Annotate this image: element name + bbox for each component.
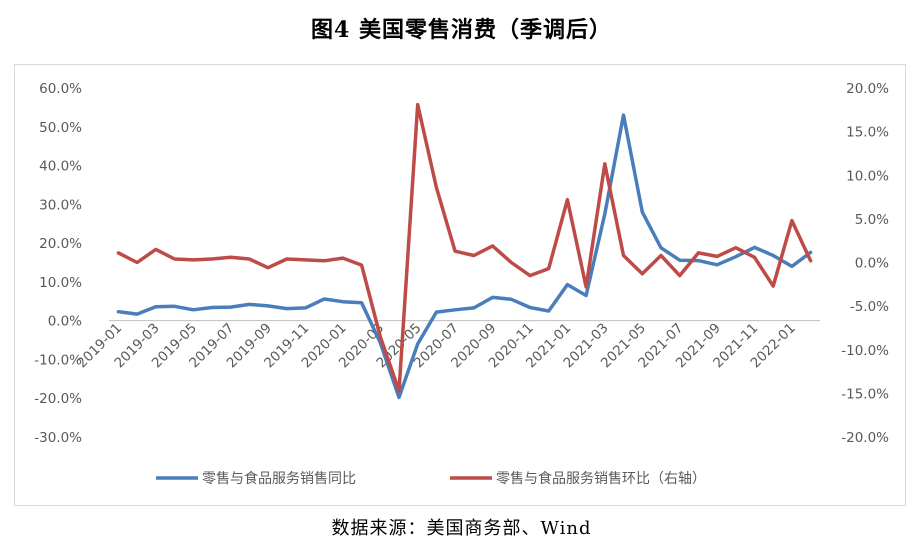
right-tick-label: -5.0% [850, 299, 889, 315]
left-tick-label: 40.0% [39, 159, 82, 175]
chart-frame [14, 64, 906, 506]
legend-label: 零售与食品服务销售同比 [202, 470, 356, 487]
right-tick-label: 15.0% [846, 125, 889, 141]
left-tick-label: -30.0% [34, 430, 82, 446]
right-tick-label: 10.0% [846, 168, 889, 184]
left-tick-label: 60.0% [39, 81, 82, 97]
left-tick-label: -20.0% [34, 391, 82, 407]
right-axis-ticks: 20.0% 15.0% 10.0% 5.0% 0.0% -5.0% -10.0% -15.0%… [841, 81, 889, 446]
left-axis-ticks: 60.0% 50.0% 40.0% 30.0% 20.0% 10.0% 0.0% -10.0%… [34, 81, 82, 446]
series-line-mom [116, 102, 813, 393]
right-tick-label: 0.0% [855, 256, 889, 272]
data-source-note: 数据来源：美国商务部、Wind [331, 518, 592, 539]
chart-legend: 零售与食品服务销售同比 零售与食品服务销售环比（右轴） [156, 470, 706, 487]
right-tick-label: 20.0% [846, 81, 889, 97]
right-tick-label: -15.0% [841, 386, 889, 402]
left-tick-label: 0.0% [48, 314, 82, 330]
left-tick-label: 10.0% [39, 275, 82, 291]
x-axis-ticks: 2019-012019-032019-052019-072019-092019-… [74, 320, 799, 371]
left-tick-label: 20.0% [39, 236, 82, 252]
series-line-yoy [116, 113, 813, 400]
right-tick-label: -10.0% [841, 343, 889, 359]
left-tick-label: 50.0% [39, 120, 82, 136]
series-lines [116, 102, 813, 400]
left-tick-label: 30.0% [39, 197, 82, 213]
legend-label: 零售与食品服务销售环比（右轴） [496, 470, 706, 487]
right-tick-label: -20.0% [841, 430, 889, 446]
right-tick-label: 5.0% [855, 212, 889, 228]
figure-title: 图4 美国零售消费（季调后） [311, 17, 612, 43]
left-tick-label: -10.0% [34, 352, 82, 368]
